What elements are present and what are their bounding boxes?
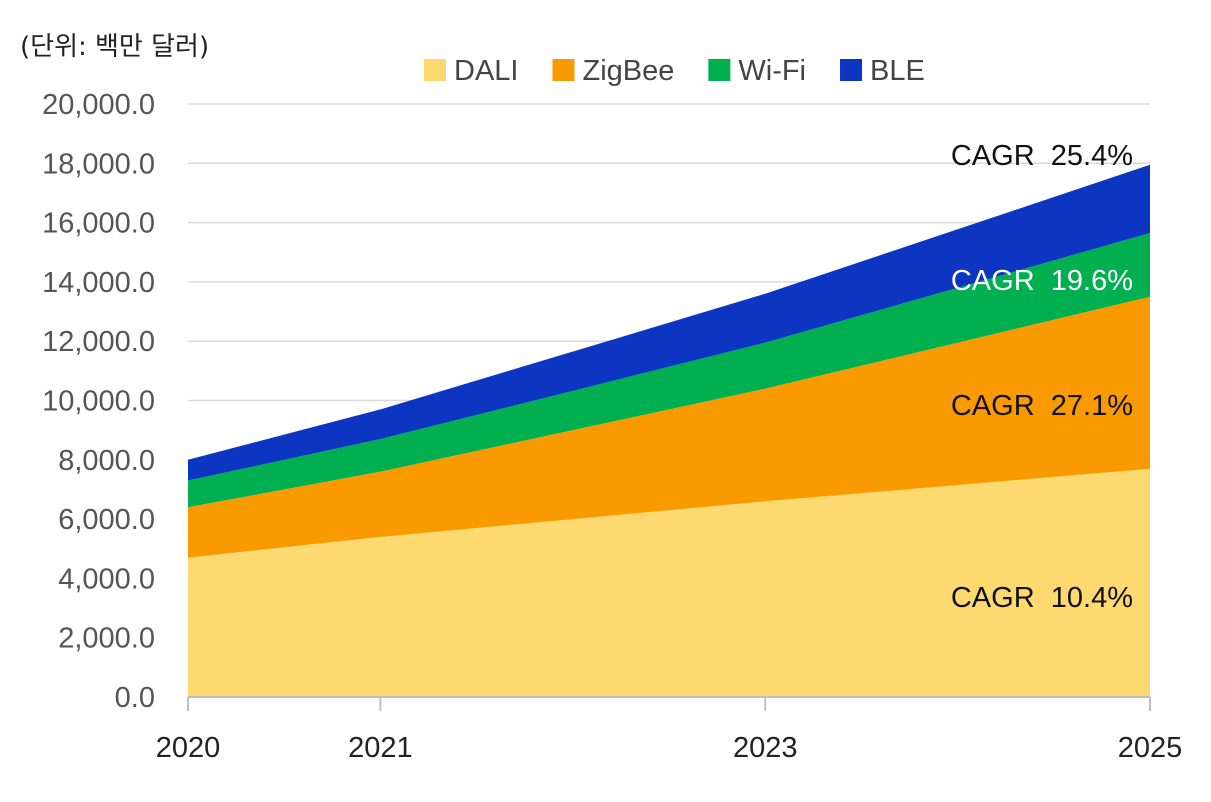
y-tick-label: 2,000.0: [58, 623, 155, 655]
cagr-annotation: CAGR 25.4%: [951, 140, 1133, 172]
legend-swatch: [424, 59, 446, 81]
legend-swatch: [708, 59, 731, 81]
area-ble: [188, 164, 1150, 481]
legend: DALI ZigBee Wi-Fi BLE: [424, 55, 925, 87]
legend-swatch: [840, 59, 863, 81]
y-tick-label: 4,000.0: [58, 563, 155, 595]
legend-entry: ZigBee: [582, 55, 674, 87]
y-tick-label: 12,000.0: [42, 326, 155, 358]
area-dali: [188, 468, 1150, 697]
series-areas: [188, 164, 1150, 697]
axes: 0.0 2,000.0 4,000.0 6,000.0 8,000.0 10,000.0 1…: [42, 89, 1182, 764]
cagr-annotation: CAGR 10.4%: [951, 582, 1133, 614]
area-zigbee: [188, 296, 1150, 558]
cagr-annotation: CAGR 19.6%: [951, 265, 1133, 297]
annotations: CAGR 25.4% CAGR 19.6% CAGR 27.1% CAGR 10.4%: [951, 140, 1133, 614]
legend-entry: DALI: [454, 55, 518, 87]
y-tick-label: 18,000.0: [42, 148, 155, 180]
unit-label: (단위: 백만 달러): [20, 32, 209, 62]
cagr-annotation: CAGR 27.1%: [951, 390, 1133, 422]
legend-swatch: [552, 59, 575, 81]
y-tick-label: 6,000.0: [58, 504, 155, 536]
y-tick-label: 10,000.0: [42, 386, 155, 418]
x-tick-label: 2023: [733, 732, 798, 764]
x-tick-label: 2020: [156, 732, 221, 764]
legend-entry: BLE: [870, 55, 925, 87]
y-tick-label: 8,000.0: [58, 445, 155, 477]
y-tick-label: 0.0: [115, 682, 155, 714]
y-tick-label: 16,000.0: [42, 208, 155, 240]
y-tick-label: 14,000.0: [42, 267, 155, 299]
y-tick-label: 20,000.0: [42, 89, 155, 121]
x-tick-label: 2021: [348, 732, 413, 764]
x-tick-label: 2025: [1118, 732, 1183, 764]
legend-entry: Wi-Fi: [738, 55, 806, 87]
